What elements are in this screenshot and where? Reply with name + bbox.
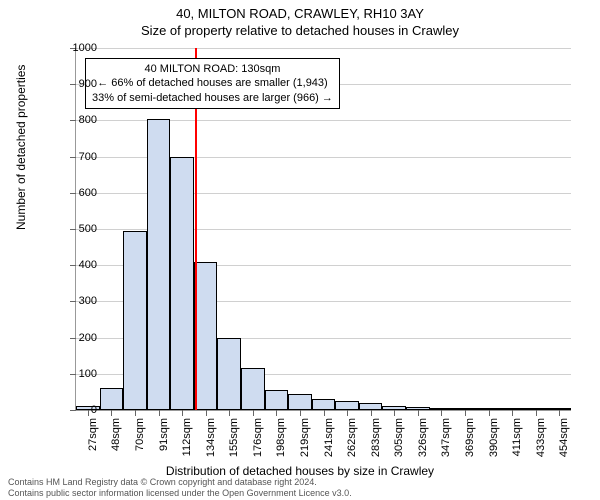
y-tick <box>70 301 76 302</box>
x-tick <box>253 410 254 416</box>
y-tick <box>70 193 76 194</box>
histogram-bar <box>288 394 312 410</box>
y-tick <box>70 84 76 85</box>
x-tick <box>229 410 230 416</box>
x-tick-label: 262sqm <box>346 418 358 468</box>
x-tick-label: 305sqm <box>393 418 405 468</box>
y-tick <box>70 374 76 375</box>
footer-line-1: Contains HM Land Registry data © Crown c… <box>8 477 352 487</box>
x-tick <box>324 410 325 416</box>
x-tick <box>276 410 277 416</box>
histogram-bar <box>312 399 336 410</box>
x-tick <box>135 410 136 416</box>
x-tick-label: 369sqm <box>464 418 476 468</box>
x-tick <box>536 410 537 416</box>
x-tick-label: 134sqm <box>205 418 217 468</box>
histogram-bar <box>265 390 289 410</box>
x-tick <box>182 410 183 416</box>
histogram-bar <box>170 157 194 410</box>
x-tick-label: 48sqm <box>110 418 122 468</box>
histogram-bar <box>335 401 359 410</box>
x-tick <box>441 410 442 416</box>
x-tick <box>394 410 395 416</box>
x-tick-label: 347sqm <box>440 418 452 468</box>
y-tick-label: 400 <box>79 259 97 271</box>
x-tick-label: 241sqm <box>323 418 335 468</box>
y-tick <box>70 265 76 266</box>
x-tick-label: 91sqm <box>158 418 170 468</box>
x-tick <box>559 410 560 416</box>
x-tick <box>371 410 372 416</box>
x-tick-label: 390sqm <box>488 418 500 468</box>
y-tick-label: 700 <box>79 151 97 163</box>
annotation-line-1: 40 MILTON ROAD: 130sqm <box>92 62 333 76</box>
x-tick-label: 433sqm <box>535 418 547 468</box>
histogram-bar <box>359 403 383 410</box>
page-title: 40, MILTON ROAD, CRAWLEY, RH10 3AY <box>0 0 600 21</box>
x-tick <box>489 410 490 416</box>
x-tick-label: 198sqm <box>275 418 287 468</box>
x-tick <box>88 410 89 416</box>
annotation-line-2: ← 66% of detached houses are smaller (1,… <box>92 76 333 90</box>
histogram-bar <box>241 368 265 410</box>
x-tick <box>206 410 207 416</box>
y-tick-label: 500 <box>79 223 97 235</box>
y-tick-label: 1000 <box>73 42 97 54</box>
x-tick <box>159 410 160 416</box>
x-tick <box>465 410 466 416</box>
x-tick-label: 454sqm <box>558 418 570 468</box>
x-tick-label: 70sqm <box>134 418 146 468</box>
footer-line-2: Contains public sector information licen… <box>8 488 352 498</box>
x-tick <box>300 410 301 416</box>
y-tick <box>70 338 76 339</box>
x-tick-label: 219sqm <box>299 418 311 468</box>
y-tick <box>70 229 76 230</box>
x-tick-label: 155sqm <box>228 418 240 468</box>
gridline <box>76 48 571 49</box>
page-subtitle: Size of property relative to detached ho… <box>0 21 600 38</box>
x-tick <box>111 410 112 416</box>
annotation-line-3: 33% of semi-detached houses are larger (… <box>92 91 333 105</box>
x-tick <box>512 410 513 416</box>
y-tick-label: 600 <box>79 187 97 199</box>
y-tick-label: 100 <box>79 368 97 380</box>
footer-attribution: Contains HM Land Registry data © Crown c… <box>8 477 352 498</box>
x-tick-label: 283sqm <box>370 418 382 468</box>
y-tick-label: 0 <box>91 404 97 416</box>
histogram-bar <box>123 231 147 410</box>
y-tick <box>70 120 76 121</box>
x-tick <box>347 410 348 416</box>
x-tick <box>418 410 419 416</box>
histogram-bar <box>217 338 241 410</box>
x-tick-label: 27sqm <box>87 418 99 468</box>
histogram-bar <box>194 262 218 410</box>
histogram-bar <box>147 119 171 410</box>
histogram-bar <box>100 388 124 410</box>
y-tick-label: 300 <box>79 295 97 307</box>
x-tick-label: 411sqm <box>511 418 523 468</box>
y-axis-title: Number of detached properties <box>14 65 28 230</box>
x-tick-label: 176sqm <box>252 418 264 468</box>
x-tick-label: 112sqm <box>181 418 193 468</box>
annotation-callout: 40 MILTON ROAD: 130sqm ← 66% of detached… <box>85 58 340 109</box>
chart-container: 40, MILTON ROAD, CRAWLEY, RH10 3AY Size … <box>0 0 600 500</box>
y-tick-label: 900 <box>79 78 97 90</box>
y-tick <box>70 410 76 411</box>
y-tick <box>70 157 76 158</box>
y-tick-label: 800 <box>79 114 97 126</box>
x-tick-label: 326sqm <box>417 418 429 468</box>
y-tick-label: 200 <box>79 332 97 344</box>
